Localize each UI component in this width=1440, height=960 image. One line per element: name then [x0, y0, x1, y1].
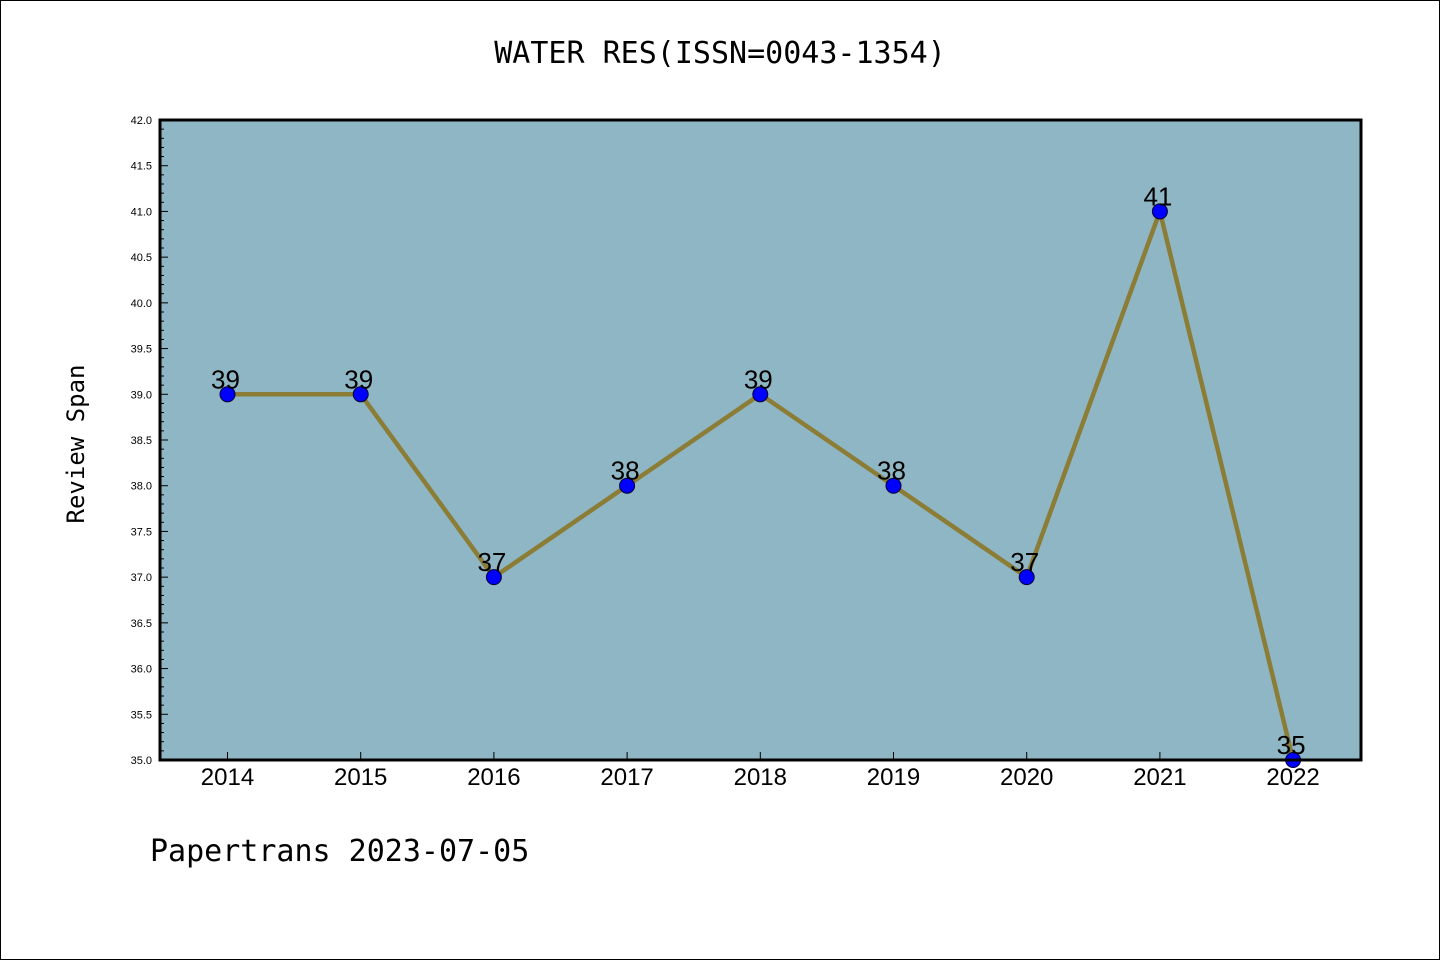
data-label: 37: [1010, 547, 1039, 577]
data-label: 39: [744, 364, 773, 394]
data-label: 37: [477, 547, 506, 577]
y-tick-label: 36.0: [131, 664, 152, 676]
data-labels: 39 39 37 38 39 38 37 41 35: [211, 181, 1306, 760]
x-tick-label: 2018: [734, 764, 787, 791]
x-tick-label: 2015: [334, 764, 387, 791]
data-point: [752, 386, 769, 403]
data-point: [352, 386, 369, 403]
data-point: [885, 477, 902, 494]
data-points: [219, 203, 1302, 768]
y-tick-label: 38.5: [131, 435, 152, 447]
y-tick-label: 42.0: [131, 115, 152, 127]
x-axis-ticks: 2014 2015 2016 2017 2018 2019 2020 2021 2022: [201, 752, 1320, 791]
y-tick-label: 41.0: [131, 206, 152, 218]
data-point: [1018, 569, 1035, 586]
x-tick-label: 2016: [467, 764, 520, 791]
data-label: 39: [344, 364, 373, 394]
y-tick-label: 40.5: [131, 252, 152, 264]
data-label: 39: [211, 364, 240, 394]
data-label: 41: [1143, 181, 1172, 211]
x-tick-label: 2019: [867, 764, 920, 791]
y-tick-label: 41.5: [131, 161, 152, 173]
data-point: [219, 386, 236, 403]
x-tick-label: 2014: [201, 764, 254, 791]
x-tick-label: 2022: [1266, 764, 1319, 791]
y-tick-label: 40.0: [131, 298, 152, 310]
y-tick-label: 39.0: [131, 389, 152, 401]
chart-title: WATER RES(ISSN=0043-1354): [494, 36, 946, 71]
y-tick-label: 36.5: [131, 618, 152, 630]
y-tick-label: 39.5: [131, 344, 152, 356]
plot-area: [160, 120, 1361, 760]
y-axis-ticks: 35.0 35.5 36.0 36.5 37.0 37.5 38.0 38.5 39.0 39.5…: [131, 115, 168, 767]
data-point: [619, 477, 636, 494]
data-label: 38: [877, 456, 906, 486]
x-tick-label: 2017: [600, 764, 653, 791]
data-point: [485, 569, 502, 586]
y-tick-label: 37.0: [131, 572, 152, 584]
footer-watermark: Papertrans 2023-07-05: [150, 834, 530, 869]
y-tick-label: 37.5: [131, 526, 152, 538]
y-tick-label: 35.0: [131, 755, 152, 767]
y-tick-label: 38.0: [131, 481, 152, 493]
data-label: 35: [1277, 730, 1306, 760]
y-tick-label: 35.5: [131, 709, 152, 721]
data-label: 38: [611, 456, 640, 486]
x-tick-label: 2021: [1133, 764, 1186, 791]
x-tick-label: 2020: [1000, 764, 1053, 791]
plot-border: [158, 118, 1363, 762]
data-point: [1151, 203, 1168, 220]
